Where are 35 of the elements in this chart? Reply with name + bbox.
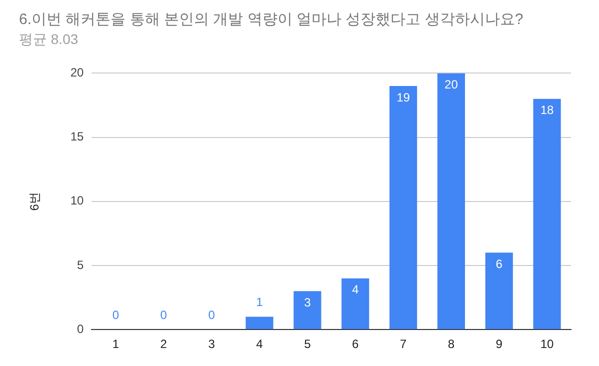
y-axis-title: 6번 bbox=[28, 192, 42, 211]
data-label: 0 bbox=[208, 308, 216, 322]
y-tick-label: 20 bbox=[70, 66, 84, 80]
x-tick-label: 5 bbox=[304, 337, 312, 352]
bar bbox=[246, 316, 274, 330]
bar bbox=[485, 252, 513, 330]
bar bbox=[342, 278, 370, 330]
chart-title: 6.이번 해커톤을 통해 본인의 개발 역량이 얼마나 성장했다고 생각하시나요? bbox=[19, 10, 524, 29]
data-label: 0 bbox=[112, 308, 120, 322]
x-tick-label: 4 bbox=[256, 337, 264, 352]
data-label: 1 bbox=[256, 295, 264, 310]
y-tick-label: 0 bbox=[77, 322, 84, 336]
x-tick-label: 6 bbox=[352, 337, 359, 352]
x-tick-label: 8 bbox=[448, 337, 455, 352]
bar bbox=[389, 86, 418, 330]
y-tick-label: 15 bbox=[70, 130, 84, 144]
data-label: 0 bbox=[160, 308, 168, 322]
data-label: 4 bbox=[352, 282, 359, 297]
x-tick-label: 7 bbox=[400, 337, 407, 352]
data-label: 20 bbox=[444, 78, 458, 92]
chart-subtitle: 평균 8.03 bbox=[19, 31, 80, 49]
data-label: 6 bbox=[496, 256, 503, 271]
bar bbox=[437, 73, 465, 330]
x-tick-label: 2 bbox=[160, 337, 168, 352]
data-label: 19 bbox=[396, 90, 410, 104]
bar bbox=[533, 98, 561, 330]
data-label: 18 bbox=[540, 103, 554, 118]
bar bbox=[294, 291, 322, 330]
x-tick-label: 1 bbox=[112, 337, 120, 352]
x-tick-label: 10 bbox=[540, 337, 554, 352]
x-tick-label: 9 bbox=[496, 337, 503, 352]
y-tick-label: 5 bbox=[77, 258, 84, 272]
y-tick-label: 10 bbox=[70, 194, 84, 208]
data-label: 3 bbox=[304, 295, 312, 310]
x-tick-label: 3 bbox=[208, 337, 216, 352]
